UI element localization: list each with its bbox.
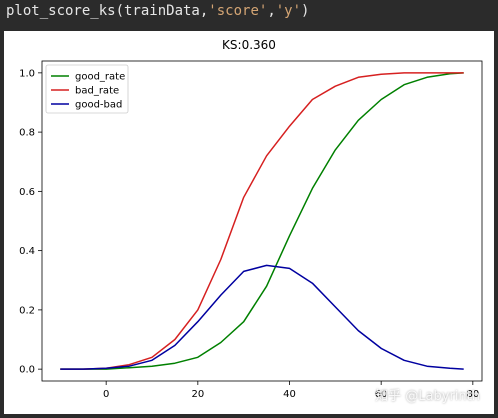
code-suffix: ) <box>301 3 310 19</box>
legend-label: bad_rate <box>75 86 119 97</box>
legend-box <box>45 64 129 114</box>
x-tick-label: 80 <box>466 389 479 400</box>
x-axis-ticks: 0 20 40 60 80 <box>103 381 479 400</box>
plot-area <box>41 60 483 382</box>
x-tick-label: 0 <box>103 389 109 400</box>
code-cell[interactable]: plot_score_ks(trainData,'score','y') <box>0 0 498 26</box>
series-line-good-bad <box>60 264 464 370</box>
code-arg-y: 'y' <box>275 3 302 19</box>
y-tick-label: 0.2 <box>19 305 35 316</box>
series-line-good-rate <box>60 72 464 370</box>
series-line-bad-rate <box>60 72 464 370</box>
legend-label: good-bad <box>75 100 122 111</box>
watermark: 知乎 @Labyrinth <box>375 389 480 404</box>
chart-title: KS:0.360 <box>222 38 276 52</box>
y-tick-label: 1.0 <box>19 68 35 79</box>
code-arg-score: 'score' <box>208 3 268 19</box>
x-tick-label: 40 <box>283 389 296 400</box>
y-axis-ticks: 0.0 0.2 0.4 0.6 0.8 1.0 <box>19 68 42 376</box>
y-tick-label: 0.0 <box>19 365 35 376</box>
legend-label: good_rate <box>75 72 125 83</box>
code-prefix: plot_score_ks(trainData, <box>6 3 209 19</box>
plot-output: KS:0.360 0.0 0.2 0.4 0.6 0.8 1.0 0 20 40 60 80 go… <box>4 31 494 414</box>
code-comma: , <box>267 3 276 19</box>
y-tick-label: 0.8 <box>19 128 35 139</box>
x-tick-label: 20 <box>191 389 204 400</box>
y-tick-label: 0.4 <box>19 246 35 257</box>
x-tick-label: 60 <box>375 389 388 400</box>
y-tick-label: 0.6 <box>19 187 35 198</box>
ks-chart: KS:0.360 0.0 0.2 0.4 0.6 0.8 1.0 0 20 40 60 80 go… <box>19 38 483 400</box>
series-lines <box>60 72 464 370</box>
code-line: plot_score_ks(trainData,'score','y') <box>6 3 309 19</box>
legend: good_rate bad_rate good-bad <box>45 64 129 114</box>
